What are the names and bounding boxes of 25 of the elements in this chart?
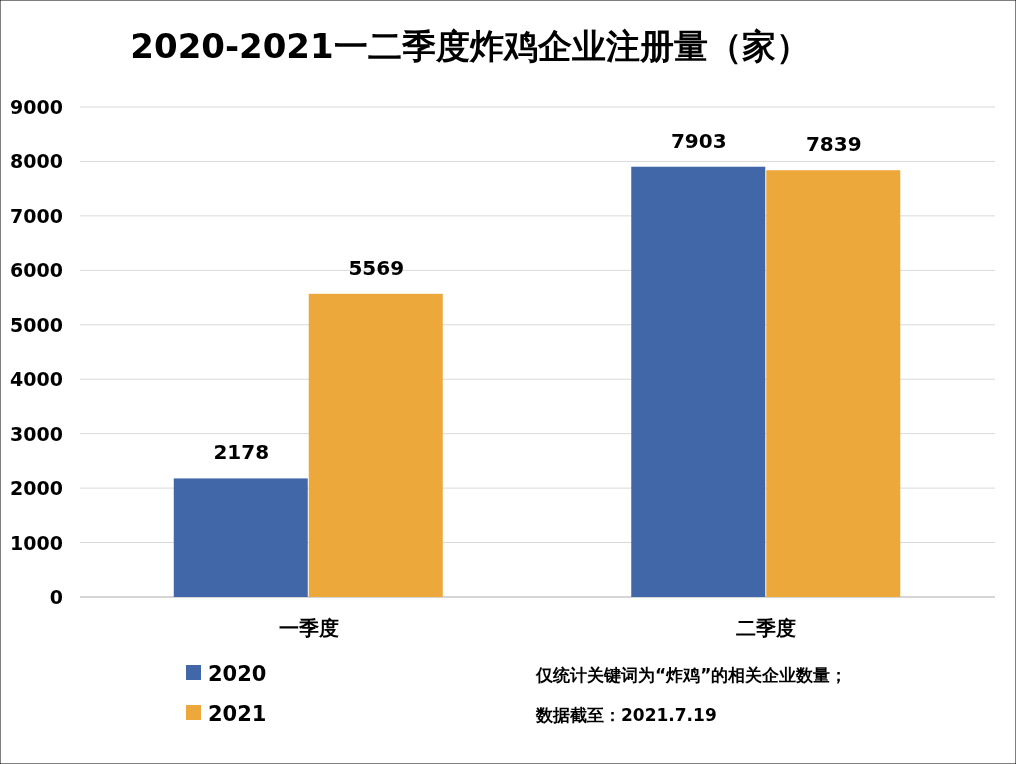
y-tick-label: 1000	[10, 531, 63, 554]
data-label: 7839	[805, 132, 862, 157]
y-tick-label: 4000	[10, 368, 63, 391]
data-label: 2178	[213, 440, 270, 465]
y-tick-label: 5000	[10, 313, 63, 336]
y-tick-label: 2000	[10, 477, 63, 500]
bar	[766, 170, 901, 597]
bar	[308, 293, 443, 597]
legend-label: 2020	[208, 662, 267, 686]
text: 仅统计关键词为“炸鸡”的相关企业数量；	[535, 665, 848, 685]
data-label: 5569	[348, 255, 405, 280]
legend-label: 2021	[208, 702, 267, 726]
x-tick-label: 一季度	[278, 616, 339, 640]
y-tick-label: 9000	[10, 96, 63, 118]
bar	[173, 478, 308, 597]
chart-title: 2020-2021一二季度炸鸡企业注册量（家）	[130, 26, 810, 66]
x-tick-label: 二季度	[736, 616, 797, 640]
y-tick-label: 6000	[10, 259, 63, 282]
y-tick-label: 0	[49, 586, 63, 608]
y-tick-label: 7000	[10, 204, 63, 227]
bar	[631, 166, 766, 597]
y-tick-label: 3000	[10, 422, 63, 445]
data-label: 7903	[670, 128, 727, 153]
y-tick-label: 8000	[10, 150, 63, 173]
text: 数据截至：2021.7.19	[535, 705, 717, 725]
